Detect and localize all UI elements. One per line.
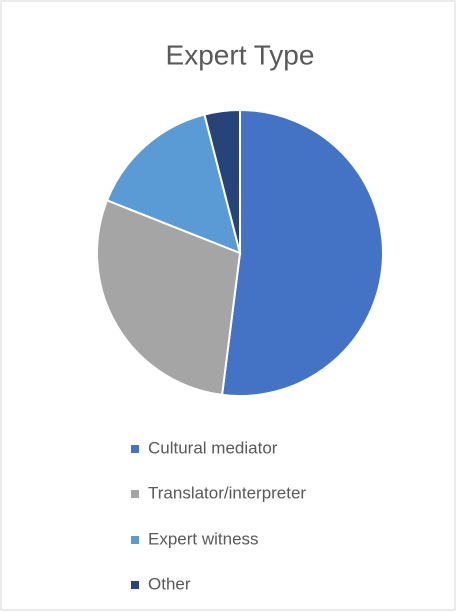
pie-slice [220, 108, 384, 397]
pie-slice [96, 199, 242, 396]
legend-swatch [131, 581, 139, 589]
legend-swatch [131, 536, 139, 544]
legend-label: Expert witness [148, 529, 259, 548]
pie-slice [203, 108, 241, 254]
legend-label: Translator/interpreter [148, 483, 306, 502]
chart-title: Expert Type [166, 39, 315, 70]
legend-label: Other [148, 574, 191, 593]
legend-swatch [131, 445, 139, 453]
legend-label: Cultural mediator [148, 438, 278, 457]
legend-swatch [131, 490, 139, 498]
pie-slice [105, 113, 242, 255]
